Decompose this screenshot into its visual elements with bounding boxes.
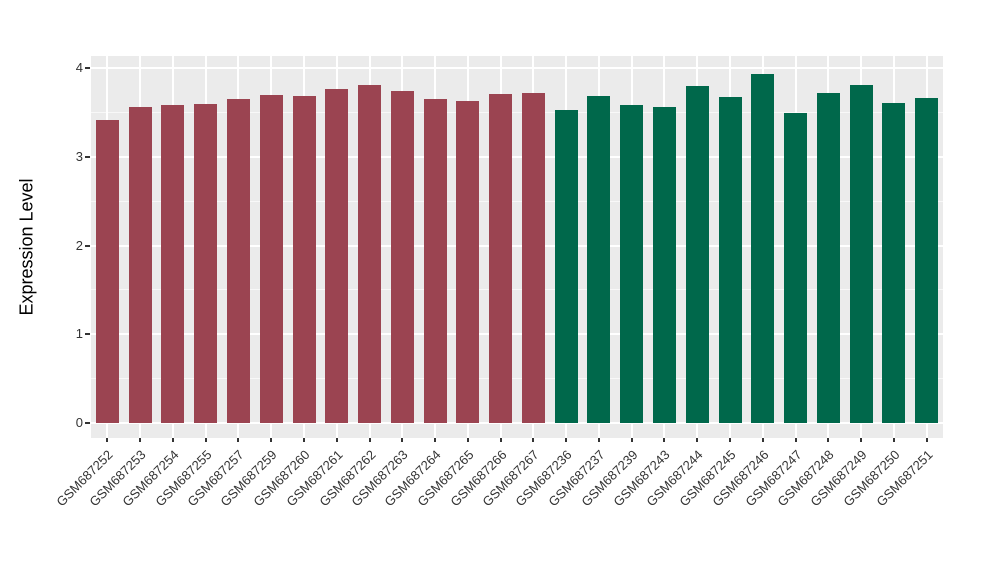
bar-GSM687257 — [226, 99, 250, 423]
x-tick-mark — [303, 438, 305, 442]
bar-GSM687248 — [816, 93, 840, 423]
bar-GSM687265 — [456, 101, 480, 423]
bar-GSM687247 — [784, 112, 808, 423]
x-tick-mark — [335, 438, 338, 442]
x-tick-mark — [729, 438, 731, 442]
x-tick-mark — [401, 438, 404, 442]
gridline-major-h — [91, 244, 943, 247]
x-tick-mark — [663, 438, 666, 442]
y-tick-label: 2 — [75, 237, 83, 253]
bar-GSM687243 — [652, 107, 676, 423]
bar-GSM687254 — [161, 105, 185, 423]
bar-GSM687246 — [751, 73, 775, 423]
bar-GSM687264 — [423, 99, 447, 423]
bar-GSM687250 — [882, 102, 906, 423]
bar-GSM687237 — [587, 95, 611, 423]
gridline-minor-h — [91, 378, 943, 380]
y-tick-label: 0 — [75, 415, 83, 430]
bar-GSM687255 — [194, 103, 218, 423]
gridline-major-h — [91, 333, 943, 336]
bar-GSM687252 — [95, 119, 119, 423]
x-tick-mark — [106, 438, 109, 442]
bar-GSM687267 — [521, 93, 545, 423]
x-tick-mark — [794, 438, 797, 442]
x-tick-mark — [139, 438, 142, 442]
bar-GSM687245 — [718, 96, 742, 423]
gridline-minor-h — [91, 200, 943, 202]
x-tick-mark — [532, 438, 535, 442]
bar-GSM687251 — [915, 98, 939, 423]
bar-GSM687259 — [259, 94, 283, 423]
x-tick-mark — [827, 438, 830, 442]
y-tick-mark — [85, 333, 90, 336]
x-tick-mark — [204, 438, 207, 442]
gridline-major-h — [91, 422, 943, 424]
bar-GSM687239 — [620, 105, 644, 423]
x-tick-mark — [434, 438, 437, 442]
bar-GSM687244 — [685, 85, 709, 423]
x-tick-mark — [860, 438, 863, 442]
bar-GSM687249 — [849, 85, 873, 423]
x-tick-mark — [925, 438, 928, 442]
x-tick-mark — [761, 438, 764, 442]
x-tick-mark — [499, 438, 502, 442]
y-tick-mark — [85, 155, 90, 158]
y-tick-mark — [85, 244, 90, 247]
x-tick-mark — [270, 438, 273, 442]
x-tick-mark — [171, 438, 174, 442]
gridline-minor-h — [91, 112, 943, 114]
y-tick-label: 3 — [75, 148, 83, 164]
bar-GSM687263 — [390, 91, 414, 423]
gridline-major-h — [91, 155, 943, 158]
x-tick-mark — [630, 438, 633, 442]
gridline-minor-h — [91, 289, 943, 291]
plot-panel — [91, 56, 943, 438]
x-tick-mark — [696, 438, 699, 442]
x-tick-mark — [892, 438, 895, 442]
x-tick-mark — [466, 438, 469, 442]
x-tick-mark — [368, 438, 371, 442]
bar-GSM687262 — [358, 85, 382, 423]
bar-GSM687266 — [489, 93, 513, 423]
y-axis-title: Expression Level — [16, 178, 37, 316]
gridline-major-h — [91, 67, 943, 70]
x-tick-mark — [237, 438, 240, 442]
bar-GSM687260 — [292, 95, 316, 423]
bar-GSM687253 — [128, 107, 152, 423]
x-tick-mark — [597, 438, 600, 442]
y-tick-mark — [85, 67, 90, 70]
bar-GSM687261 — [325, 88, 349, 423]
bar-GSM687236 — [554, 109, 578, 423]
y-tick-mark — [85, 422, 90, 424]
x-tick-mark — [565, 438, 568, 442]
y-tick-label: 1 — [75, 326, 83, 342]
y-tick-label: 4 — [75, 60, 83, 76]
